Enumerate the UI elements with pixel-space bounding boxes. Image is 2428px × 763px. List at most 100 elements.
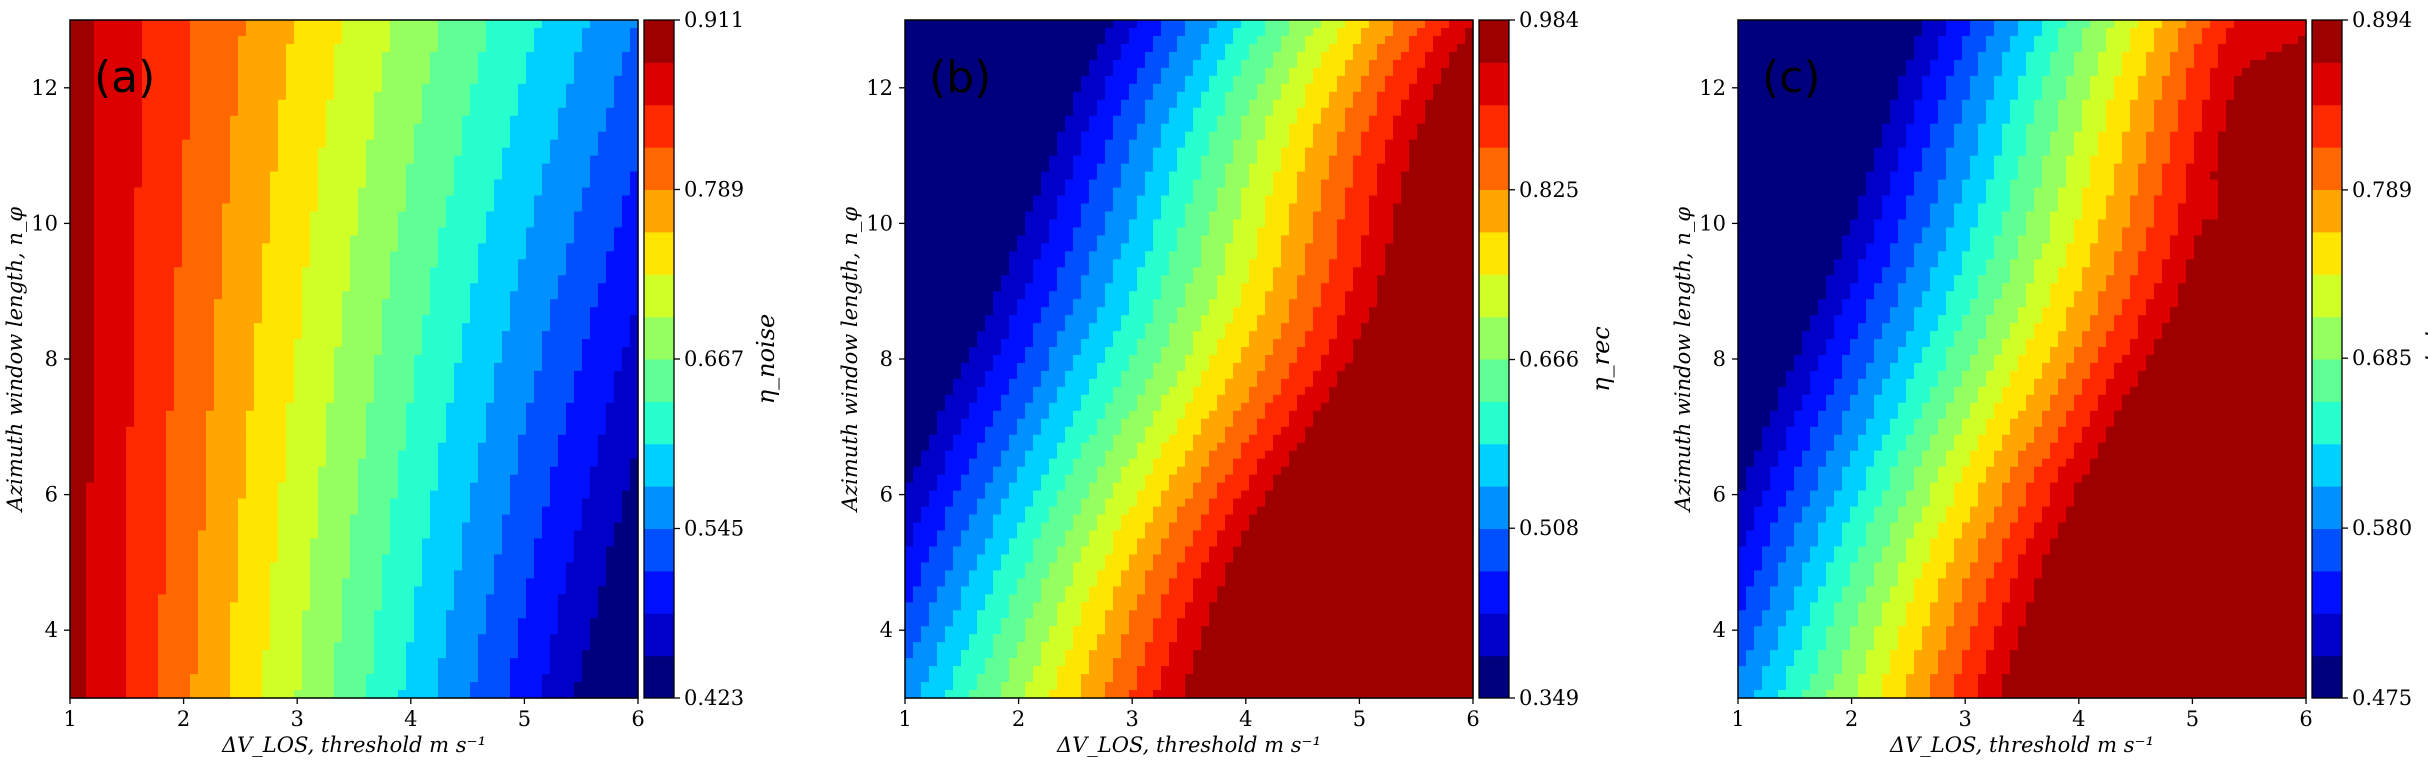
contour-cell (86, 331, 95, 340)
contour-cell (462, 426, 471, 436)
contour-cell (230, 355, 239, 364)
contour-cell (502, 67, 511, 77)
contour-cell (110, 227, 119, 236)
contour-cell (142, 75, 151, 85)
contour-cell (398, 482, 407, 492)
contour-cell (174, 586, 183, 595)
contour-cell (78, 690, 87, 699)
contour-cell (518, 618, 527, 627)
contour-cell (174, 594, 183, 603)
contour-cell (462, 506, 471, 516)
contour-cell (430, 20, 439, 29)
contour-cell (262, 187, 271, 197)
contour-cell (86, 259, 95, 268)
contour-cell (182, 299, 191, 308)
contour-cell (102, 115, 111, 125)
contour-cell (126, 370, 135, 380)
contour-cell (86, 299, 95, 308)
contour-cell (230, 442, 239, 452)
contour-cell (158, 362, 167, 372)
contour-cell (158, 546, 167, 556)
contour-cell (438, 179, 447, 189)
contour-cell (526, 323, 535, 332)
contour-cell (238, 355, 247, 364)
contour-cell (382, 51, 391, 61)
contour-cell (142, 674, 151, 683)
contour-cell (318, 27, 327, 37)
contour-cell (342, 418, 351, 428)
contour-cell (262, 227, 271, 236)
contour-cell (422, 51, 431, 61)
contour-cell (366, 219, 375, 228)
contour-cell (142, 378, 151, 388)
contour-cell (302, 179, 311, 189)
contour-cell (230, 155, 239, 165)
contour-cell (174, 275, 183, 284)
contour-cell (190, 410, 199, 420)
contour-cell (134, 355, 143, 364)
contour-cell (278, 179, 287, 189)
contour-cell (150, 514, 159, 524)
contour-cell (206, 394, 215, 404)
contour-cell (510, 147, 519, 157)
contour-cell (494, 267, 503, 276)
contour-cell (190, 347, 199, 356)
contour-cell (142, 107, 151, 117)
contour-cell (310, 570, 319, 579)
contour-cell (318, 299, 327, 308)
contour-cell (262, 666, 271, 675)
contour-cell (518, 51, 527, 61)
contour-cell (118, 203, 127, 213)
contour-cell (238, 634, 247, 643)
contour-cell (406, 211, 415, 221)
contour-cell (134, 235, 143, 244)
contour-cell (278, 498, 287, 508)
contour-cell (398, 123, 407, 133)
contour-cell (422, 203, 431, 213)
contour-cell (358, 586, 367, 595)
contour-cell (174, 171, 183, 181)
contour-cell (230, 291, 239, 300)
contour-cell (230, 674, 239, 683)
contour-cell (294, 466, 303, 476)
contour-cell (94, 20, 103, 29)
contour-cell (350, 458, 359, 468)
contour-cell (454, 291, 463, 300)
contour-cell (142, 522, 151, 532)
contour-cell (78, 51, 87, 61)
contour-cell (230, 43, 239, 53)
contour-cell (246, 43, 255, 53)
contour-cell (382, 370, 391, 380)
contour-cell (310, 355, 319, 364)
contour-cell (398, 291, 407, 300)
contour-cell (222, 99, 231, 109)
contour-cell (350, 410, 359, 420)
contour-cell (334, 347, 343, 356)
contour-cell (326, 634, 335, 643)
contour-cell (230, 35, 239, 45)
contour-cell (366, 682, 375, 691)
contour-cell (366, 578, 375, 587)
contour-cell (438, 267, 447, 276)
contour-cell (70, 291, 79, 300)
contour-cell (454, 131, 463, 141)
contour-cell (246, 291, 255, 300)
contour-cell (174, 251, 183, 260)
contour-cell (110, 362, 119, 372)
contour-cell (254, 514, 263, 524)
contour-cell (150, 610, 159, 619)
contour-cell (326, 219, 335, 228)
contour-cell (294, 131, 303, 141)
contour-cell (174, 650, 183, 659)
contour-cell (342, 43, 351, 53)
contour-cell (382, 147, 391, 157)
contour-cell (438, 251, 447, 260)
contour-cell (454, 307, 463, 316)
contour-cell (398, 626, 407, 635)
contour-cell (286, 554, 295, 563)
contour-cell (366, 179, 375, 189)
contour-cell (414, 442, 423, 452)
contour-cell (142, 642, 151, 651)
contour-cell (478, 91, 487, 101)
